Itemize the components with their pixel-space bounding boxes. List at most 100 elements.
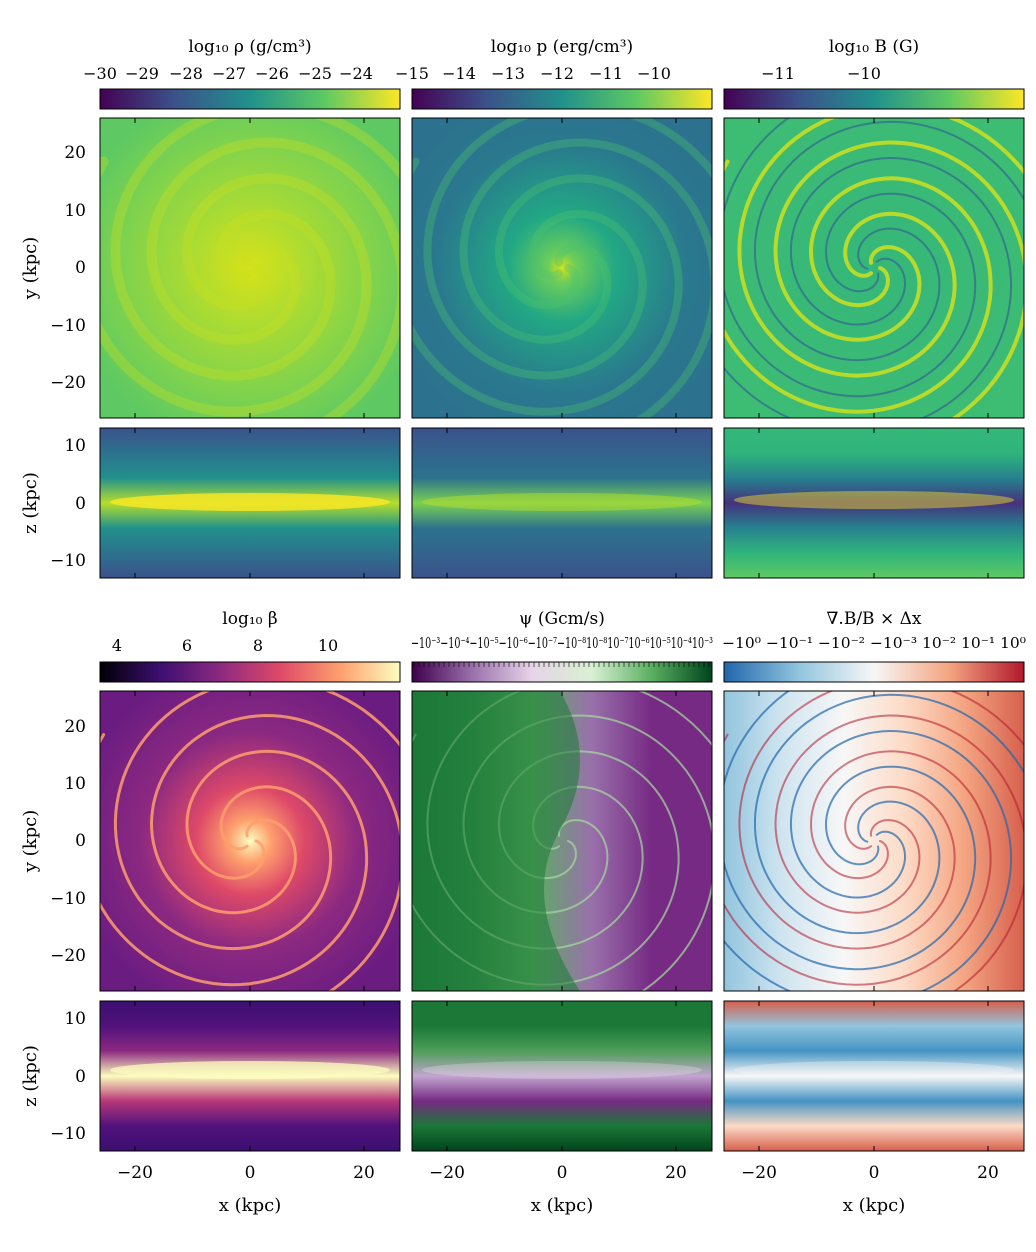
x-axis-col2: −20 0 20 x (kpc) [429,1163,687,1216]
cbar-tick-pressure-5: −10 [637,64,671,83]
disk-midplane [734,1061,1014,1079]
ytick-face-r1-3: −10 [50,316,86,336]
xtick-c2-2: 20 [665,1163,687,1183]
spiral-arm [412,157,683,416]
spiral-arm [459,138,712,418]
colorbar-magnetic: log₁₀ B (G) −11 −10 [723,37,1025,110]
colorbar-psi-minor-ticks [413,662,710,667]
ytick-face-r1-2: 0 [75,258,86,278]
cbar-tick-beta-3: 10 [318,636,338,655]
ytick-edge-r1-2: −10 [50,551,86,571]
xtick-c1-1: 0 [245,1163,256,1183]
spiral-arm [146,137,400,418]
spiral-arm [724,733,992,986]
cbar-ticks-psi: −10⁻³−10⁻⁴−10⁻⁵−10⁻⁶−10⁻⁷−10⁻⁸10⁻⁸10⁻⁷10… [411,634,713,652]
x-axis-col3: −20 0 20 x (kpc) [741,1163,999,1216]
spiral-overlays-row2 [100,691,1024,991]
colorbar-density-gradient [99,88,401,110]
colorbar-title-density: log₁₀ ρ (g/cm³) [188,37,311,57]
colorbar-divb-gradient [723,661,1025,683]
xlabel-col2: x (kpc) [531,1195,593,1216]
x-axis-col1: −20 0 20 x (kpc) [117,1163,375,1216]
spiral-arm [724,729,1013,991]
colorbar-pressure-gradient [411,88,713,110]
spiral-arm [110,118,400,381]
spiral-arm [774,714,1024,991]
edge-overlays-row1 [110,491,1014,511]
cbar-tick-density-0: −30 [83,64,117,83]
xtick-c1-2: 20 [353,1163,375,1183]
spiral-arm [423,118,712,380]
colorbar-beta-gradient [99,661,401,683]
xtick-c1-0: −20 [117,1163,153,1183]
colorbar-pressure: log₁₀ p (erg/cm³) −15 −14 −13 −12 −11 −1… [395,37,713,110]
panel-beta-faceon [100,691,400,991]
disk-midplane [734,491,1014,509]
ytick-face-r2-1: 10 [64,774,86,794]
xtick-c2-0: −20 [429,1163,465,1183]
colorbar-psi: ψ (Gcm/s) −10⁻³−10⁻⁴−10⁻⁵−10⁻⁶−10⁻⁷−10⁻⁸… [411,609,713,683]
cbar-tick-beta-2: 8 [253,636,263,655]
y-axis-row2: y (kpc) 20 10 0 −10 −20 z (kpc) 10 0 −10 [20,717,86,1144]
ytick-face-r2-3: −10 [50,889,86,909]
disk-midplane [110,1061,390,1079]
spiral-overlays-row1 [100,118,1024,418]
panel-divb-edgeon [724,1001,1024,1151]
spiral-arm [754,693,1024,935]
spiral-arm [100,156,372,417]
colorbar-title-beta: log₁₀ β [222,609,277,629]
cbar-tick-density-5: −25 [298,64,332,83]
xtick-c3-2: 20 [977,1163,999,1183]
colorbar-title-magnetic: log₁₀ B (G) [829,37,919,57]
ytick-face-r1-0: 20 [64,143,86,163]
y-axis-row1: y (kpc) 20 10 0 −10 −20 z (kpc) 10 0 −10 [20,143,86,571]
cbar-tick-pressure-1: −14 [442,64,476,83]
ytick-edge-r2-2: −10 [50,1124,86,1144]
disk-midplane [110,493,390,511]
cbar-tick-density-1: −29 [125,64,159,83]
colorbar-beta: log₁₀ β 4 6 8 10 [99,609,401,683]
panel-psi-edgeon [412,1001,712,1151]
spiral-arm [149,713,400,991]
cbar-ticks-divb: −10⁰ −10⁻¹ −10⁻² −10⁻³ 10⁻² 10⁻¹ 10⁰ [722,634,1026,652]
edge-overlays-row2 [110,1061,1014,1079]
ylabel-edgeon-row2: z (kpc) [20,1045,41,1107]
spiral-arm [773,140,1024,418]
spiral-arm [754,120,1024,362]
colorbar-title-psi: ψ (Gcm/s) [519,609,605,629]
axis-tick-marks [134,118,989,1151]
ytick-edge-r2-1: 0 [75,1067,86,1087]
xtick-c3-1: 0 [869,1163,880,1183]
xlabel-col1: x (kpc) [219,1195,281,1216]
cbar-tick-beta-1: 6 [182,636,192,655]
colorbar-title-pressure: log₁₀ p (erg/cm³) [491,37,633,57]
colorbar-density: log₁₀ ρ (g/cm³) −30 −29 −28 −27 −26 −25 … [83,37,401,110]
cbar-tick-pressure-4: −11 [589,64,623,83]
xtick-c2-1: 0 [557,1163,568,1183]
panel-density-faceon [100,118,400,418]
cbar-tick-beta-0: 4 [112,636,122,655]
cbar-tick-pressure-2: −13 [491,64,525,83]
cbar-tick-magnetic-1: −10 [847,64,881,83]
ylabel-faceon-row1: y (kpc) [20,237,41,300]
colorbar-magnetic-gradient [723,88,1025,110]
cbar-tick-density-2: −28 [169,64,203,83]
ytick-edge-r1-1: 0 [75,494,86,514]
cbar-tick-pressure-0: −15 [395,64,429,83]
ytick-edge-r1-0: 10 [64,436,86,456]
panel-divb-faceon [724,691,1024,991]
panel-magnetic-edgeon [724,428,1024,578]
spiral-arm [100,733,369,987]
spiral-arm [113,691,400,951]
colorbar-divb: ∇.B/B × Δx −10⁰ −10⁻¹ −10⁻² −10⁻³ 10⁻² 1… [722,609,1026,683]
ytick-face-r1-4: −20 [50,373,86,393]
ytick-face-r2-4: −20 [50,946,86,966]
spiral-arm [724,118,977,398]
xtick-c3-0: −20 [741,1163,777,1183]
spiral-arm [724,156,1013,418]
cbar-tick-density-3: −27 [212,64,246,83]
xlabel-col3: x (kpc) [843,1195,905,1216]
ytick-face-r2-2: 0 [75,831,86,851]
ytick-edge-r2-0: 10 [64,1009,86,1029]
